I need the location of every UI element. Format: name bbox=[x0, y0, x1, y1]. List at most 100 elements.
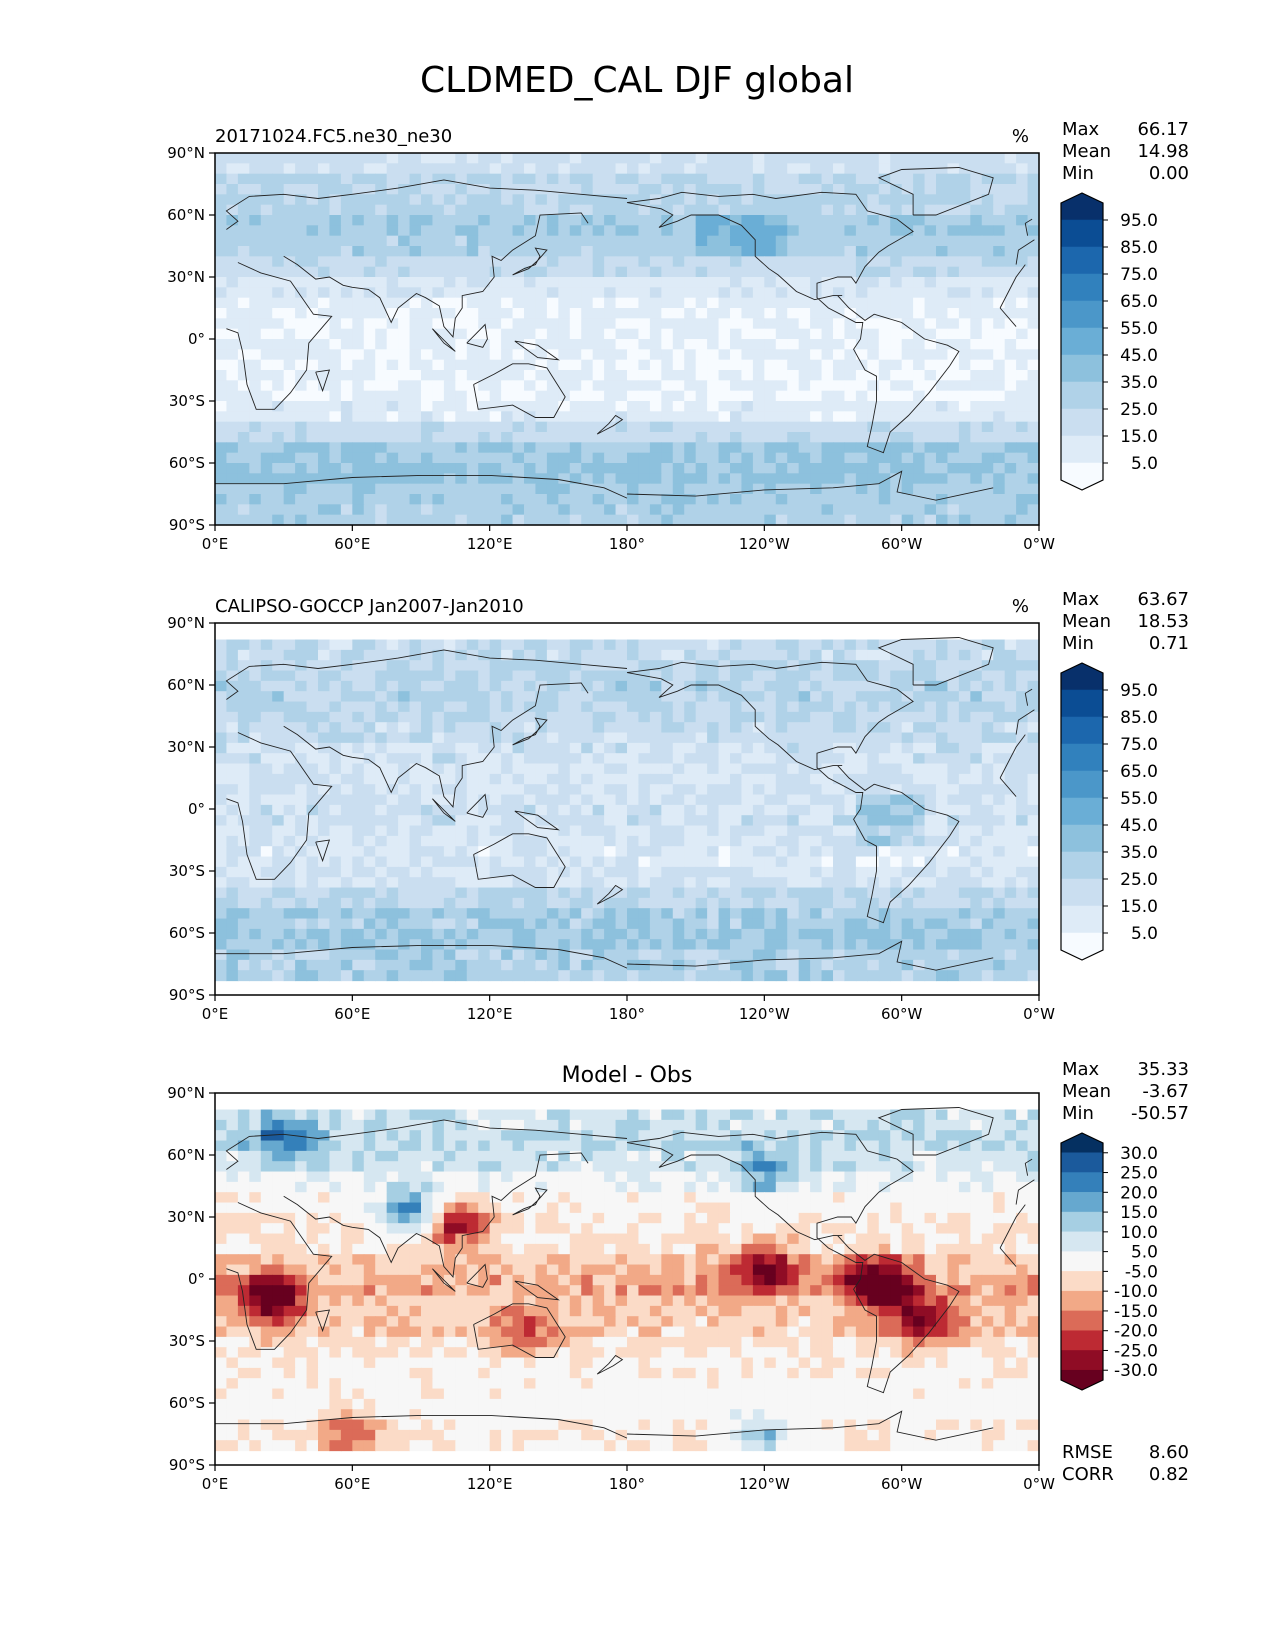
panel-title: 20171024.FC5.ne30_ne30 bbox=[215, 126, 452, 147]
heatmap-cell bbox=[672, 866, 685, 878]
heatmap-cell bbox=[363, 835, 376, 847]
heatmap-cell bbox=[318, 908, 331, 920]
heatmap-cell bbox=[855, 225, 868, 237]
heatmap-cell bbox=[638, 401, 651, 412]
heatmap-cell bbox=[489, 256, 502, 268]
heatmap-cell bbox=[592, 742, 605, 754]
heatmap-cell bbox=[615, 504, 628, 516]
heatmap-cell bbox=[604, 235, 617, 247]
heatmap-cell bbox=[878, 846, 891, 858]
heatmap-cell bbox=[535, 825, 548, 837]
heatmap-cell bbox=[581, 732, 594, 744]
heatmap-cell bbox=[913, 835, 926, 847]
heatmap-cell bbox=[947, 639, 960, 651]
heatmap-cell bbox=[1027, 897, 1040, 909]
heatmap-cell bbox=[226, 918, 239, 930]
heatmap-cell bbox=[604, 939, 617, 951]
heatmap-cell bbox=[695, 732, 708, 744]
heatmap-cell bbox=[855, 763, 868, 775]
heatmap-cell bbox=[901, 742, 914, 754]
heatmap-cell bbox=[867, 256, 880, 268]
heatmap-cell bbox=[752, 773, 765, 785]
heatmap-cell bbox=[901, 897, 914, 909]
heatmap-cell bbox=[318, 287, 331, 299]
heatmap-cell bbox=[672, 163, 685, 175]
heatmap-cell bbox=[237, 949, 250, 961]
heatmap-cell bbox=[764, 204, 777, 216]
heatmap-cell bbox=[936, 784, 949, 796]
heatmap-cell bbox=[581, 939, 594, 951]
heatmap-cell bbox=[878, 401, 891, 412]
heatmap-cell bbox=[535, 370, 548, 381]
heatmap-cell bbox=[844, 194, 857, 206]
heatmap-cell bbox=[741, 732, 754, 744]
heatmap-cell bbox=[478, 235, 491, 247]
heatmap-cell bbox=[649, 722, 662, 734]
heatmap-cell bbox=[524, 742, 537, 754]
heatmap-cell bbox=[215, 784, 228, 796]
heatmap-cell bbox=[592, 928, 605, 940]
coastline bbox=[877, 167, 994, 216]
heatmap-cell bbox=[672, 421, 685, 433]
heatmap-cell bbox=[306, 825, 319, 837]
heatmap-cell bbox=[913, 928, 926, 940]
heatmap-cell bbox=[283, 722, 296, 734]
heatmap-cell bbox=[787, 328, 800, 340]
heatmap-cell bbox=[672, 494, 685, 505]
heatmap-cell bbox=[878, 163, 891, 175]
heatmap-cell bbox=[936, 887, 949, 899]
heatmap-cell bbox=[455, 308, 468, 319]
heatmap-cell bbox=[512, 846, 525, 858]
heatmap-cell bbox=[524, 194, 537, 206]
heatmap-cell bbox=[569, 173, 582, 185]
heatmap-cell bbox=[775, 711, 788, 723]
heatmap-cell bbox=[993, 908, 1006, 920]
heatmap-cell bbox=[833, 804, 846, 816]
heatmap-cell bbox=[615, 763, 628, 775]
heatmap-cell bbox=[901, 691, 914, 703]
heatmap-cell bbox=[707, 691, 720, 703]
heatmap-cell bbox=[226, 442, 239, 454]
heatmap-cell bbox=[512, 225, 525, 237]
heatmap-cell bbox=[947, 887, 960, 899]
heatmap-cell bbox=[833, 877, 846, 889]
heatmap-cell bbox=[466, 494, 479, 505]
heatmap-cell bbox=[272, 297, 285, 309]
heatmap-cell bbox=[615, 908, 628, 920]
heatmap-cell bbox=[512, 804, 525, 816]
heatmap-cell bbox=[627, 897, 640, 909]
heatmap-cell bbox=[272, 928, 285, 940]
heatmap-cell bbox=[443, 184, 456, 195]
heatmap-cell bbox=[249, 328, 262, 340]
heatmap-cell bbox=[546, 235, 559, 247]
heatmap-cell bbox=[878, 225, 891, 237]
heatmap-cell bbox=[455, 897, 468, 909]
heatmap-cell bbox=[707, 432, 720, 443]
heatmap-cell bbox=[569, 794, 582, 806]
heatmap-cell bbox=[730, 753, 743, 765]
heatmap-cell bbox=[363, 328, 376, 340]
heatmap-cell bbox=[409, 390, 422, 402]
heatmap-cell bbox=[272, 153, 285, 164]
heatmap-cell bbox=[272, 877, 285, 889]
heatmap-cell bbox=[718, 691, 731, 703]
heatmap-cell bbox=[283, 504, 296, 516]
heatmap-cell bbox=[867, 494, 880, 505]
heatmap-cell bbox=[741, 877, 754, 889]
heatmap-cell bbox=[890, 949, 903, 961]
heatmap-cell bbox=[249, 442, 262, 454]
heatmap-cell bbox=[581, 691, 594, 703]
heatmap-cell bbox=[318, 401, 331, 412]
heatmap-cell bbox=[592, 442, 605, 454]
heatmap-cell bbox=[260, 959, 273, 971]
heatmap-cell bbox=[260, 856, 273, 868]
heatmap-cell bbox=[455, 722, 468, 734]
heatmap-cell bbox=[592, 349, 605, 361]
heatmap-cell bbox=[890, 660, 903, 672]
heatmap-cell bbox=[318, 877, 331, 889]
heatmap-cell bbox=[318, 266, 331, 278]
heatmap-cell bbox=[901, 318, 914, 330]
heatmap-cell bbox=[398, 680, 411, 692]
heatmap-cell bbox=[1016, 370, 1029, 381]
heatmap-cell bbox=[649, 928, 662, 940]
